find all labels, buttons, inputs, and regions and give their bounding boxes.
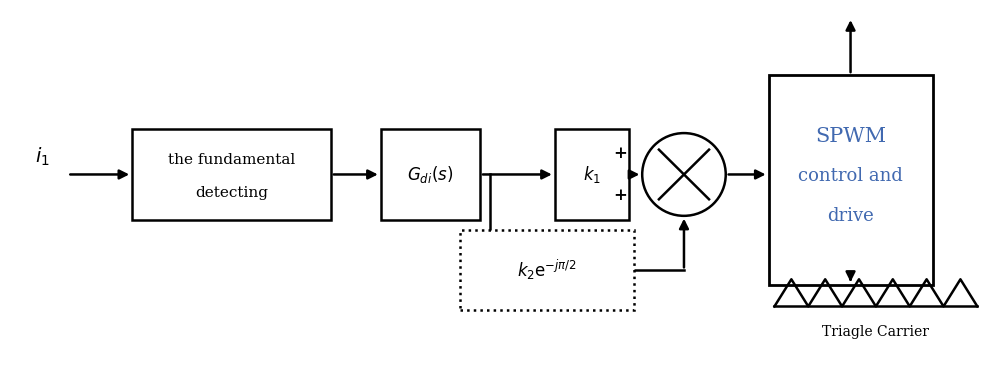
Bar (769, 75, 933, 285)
Text: SPWM: SPWM (815, 127, 886, 146)
Text: drive: drive (827, 207, 874, 225)
Text: $k_2\mathrm{e}^{-j\pi/2}$: $k_2\mathrm{e}^{-j\pi/2}$ (517, 258, 577, 282)
Text: $i_1$: $i_1$ (35, 145, 50, 168)
Bar (381, 129, 480, 219)
Text: the fundamental: the fundamental (168, 153, 295, 167)
Text: $k_1$: $k_1$ (583, 164, 601, 185)
Text: Triagle Carrier: Triagle Carrier (822, 325, 929, 339)
Text: control and: control and (798, 167, 903, 185)
Text: +: + (613, 187, 627, 204)
Text: +: + (613, 145, 627, 162)
Text: detecting: detecting (195, 186, 268, 200)
Bar (555, 129, 629, 219)
Bar (132, 129, 331, 219)
Bar (460, 230, 634, 310)
Text: $G_{di}(s)$: $G_{di}(s)$ (407, 164, 454, 185)
